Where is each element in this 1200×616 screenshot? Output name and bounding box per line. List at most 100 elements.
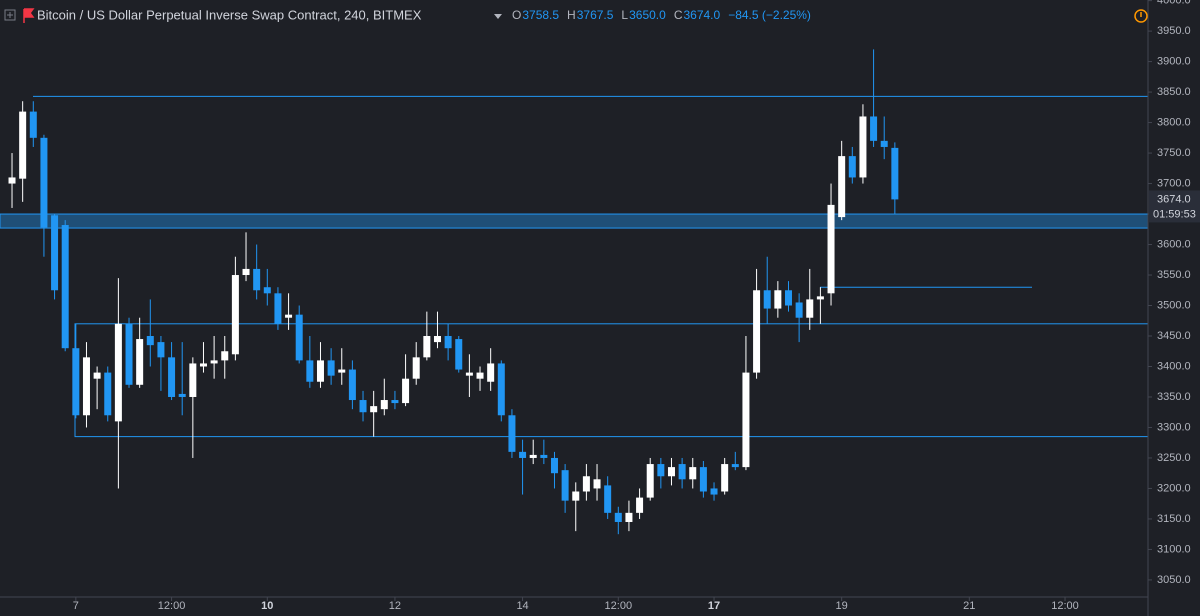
change-label: −84.5 (−2.25%) xyxy=(728,8,811,22)
candle-body xyxy=(540,454,548,458)
candle-body xyxy=(795,302,803,318)
candle-body xyxy=(625,512,633,522)
candle-body xyxy=(657,464,665,477)
y-tick-label: 3700.0 xyxy=(1157,177,1191,189)
y-tick-label: 3850.0 xyxy=(1157,86,1191,98)
candle-body xyxy=(61,225,69,349)
candle-body xyxy=(316,360,324,382)
candle-body xyxy=(646,464,654,498)
candle-body xyxy=(508,415,516,452)
x-tick-label: 14 xyxy=(516,600,528,612)
symbol-dropdown[interactable] xyxy=(494,14,502,19)
candle-body xyxy=(721,464,729,492)
ohlc-label: C xyxy=(674,8,683,22)
candle-body xyxy=(572,491,580,501)
candle-body xyxy=(136,339,144,385)
candle-body xyxy=(380,400,388,410)
candle-body xyxy=(391,400,399,404)
candle-body xyxy=(210,360,218,364)
x-tick-label: 12 xyxy=(389,600,401,612)
candle-body xyxy=(444,336,452,349)
y-tick-label: 3550.0 xyxy=(1157,269,1191,281)
ohlc-label: O xyxy=(512,8,521,22)
last-price-tag xyxy=(1149,190,1200,223)
y-tick-label: 3050.0 xyxy=(1157,574,1191,586)
candle-body xyxy=(359,400,367,413)
flag-icon[interactable] xyxy=(23,8,35,23)
candle-body xyxy=(806,299,814,318)
candle-body xyxy=(519,451,527,458)
candle-body xyxy=(487,363,495,382)
x-tick-label: 7 xyxy=(73,600,79,612)
candle-body xyxy=(678,464,686,480)
y-tick-label: 3200.0 xyxy=(1157,482,1191,494)
y-tick-label: 3300.0 xyxy=(1157,421,1191,433)
candle-body xyxy=(370,406,378,413)
candle-body xyxy=(827,204,835,294)
y-tick-label: 3250.0 xyxy=(1157,452,1191,464)
candle-body xyxy=(178,393,186,397)
candle-body xyxy=(327,360,335,376)
y-tick-label: 3100.0 xyxy=(1157,543,1191,555)
y-tick-label: 3800.0 xyxy=(1157,116,1191,128)
candle-body xyxy=(731,464,739,468)
candle-body xyxy=(253,268,261,291)
y-tick-label: 3900.0 xyxy=(1157,55,1191,67)
candle-body xyxy=(263,287,271,294)
candle-body xyxy=(433,336,441,343)
candle-body xyxy=(157,342,165,358)
candle-body xyxy=(82,357,90,416)
candle-body xyxy=(476,372,484,379)
collapse-button[interactable] xyxy=(4,9,16,21)
support-zone xyxy=(0,213,1149,229)
y-tick-label: 3750.0 xyxy=(1157,147,1191,159)
candle-body xyxy=(784,290,792,306)
x-tick-label: 12:00 xyxy=(1051,600,1079,612)
candle-body xyxy=(146,336,154,346)
x-tick-label: 21 xyxy=(963,600,975,612)
candle-body xyxy=(72,348,80,416)
y-tick-label: 3600.0 xyxy=(1157,238,1191,250)
plot-area xyxy=(0,49,1149,535)
candle-body xyxy=(221,351,229,361)
y-tick-label: 3150.0 xyxy=(1157,513,1191,525)
ohlc-value: 3758.5 xyxy=(522,8,559,22)
candle-body xyxy=(295,314,303,361)
warning-icon[interactable] xyxy=(1134,9,1148,23)
ohlc-value: 3650.0 xyxy=(629,8,666,22)
candle-body xyxy=(870,116,878,141)
y-tick-label: 3400.0 xyxy=(1157,360,1191,372)
candle-body xyxy=(338,369,346,373)
candle-body xyxy=(497,363,505,416)
x-tick-label: 12:00 xyxy=(158,600,186,612)
y-tick-label: 3450.0 xyxy=(1157,330,1191,342)
candle-body xyxy=(689,467,697,480)
y-tick-label: 3950.0 xyxy=(1157,25,1191,37)
ohlc-value: 3767.5 xyxy=(577,8,614,22)
y-tick-label: 3500.0 xyxy=(1157,299,1191,311)
candle-body xyxy=(763,290,771,309)
candle-body xyxy=(93,372,101,379)
x-tick-label: 12:00 xyxy=(605,600,633,612)
candle-body xyxy=(8,177,16,184)
candle-body xyxy=(29,111,37,138)
candle-body xyxy=(614,512,622,522)
candle-body xyxy=(40,137,48,228)
candle-body xyxy=(604,485,612,513)
candle-body xyxy=(348,369,356,401)
candle-body xyxy=(816,296,824,300)
candle-body xyxy=(274,293,282,324)
candle-body xyxy=(710,488,718,495)
candle-body xyxy=(412,357,420,379)
y-tick-label: 3350.0 xyxy=(1157,391,1191,403)
candle-body xyxy=(402,378,410,404)
candle-body xyxy=(104,372,112,416)
candle-body xyxy=(838,156,846,218)
ohlc-label: H xyxy=(567,8,576,22)
x-tick-label: 19 xyxy=(836,600,848,612)
candle-body xyxy=(199,363,207,367)
candle-body xyxy=(51,215,59,291)
candle-body xyxy=(880,140,888,147)
